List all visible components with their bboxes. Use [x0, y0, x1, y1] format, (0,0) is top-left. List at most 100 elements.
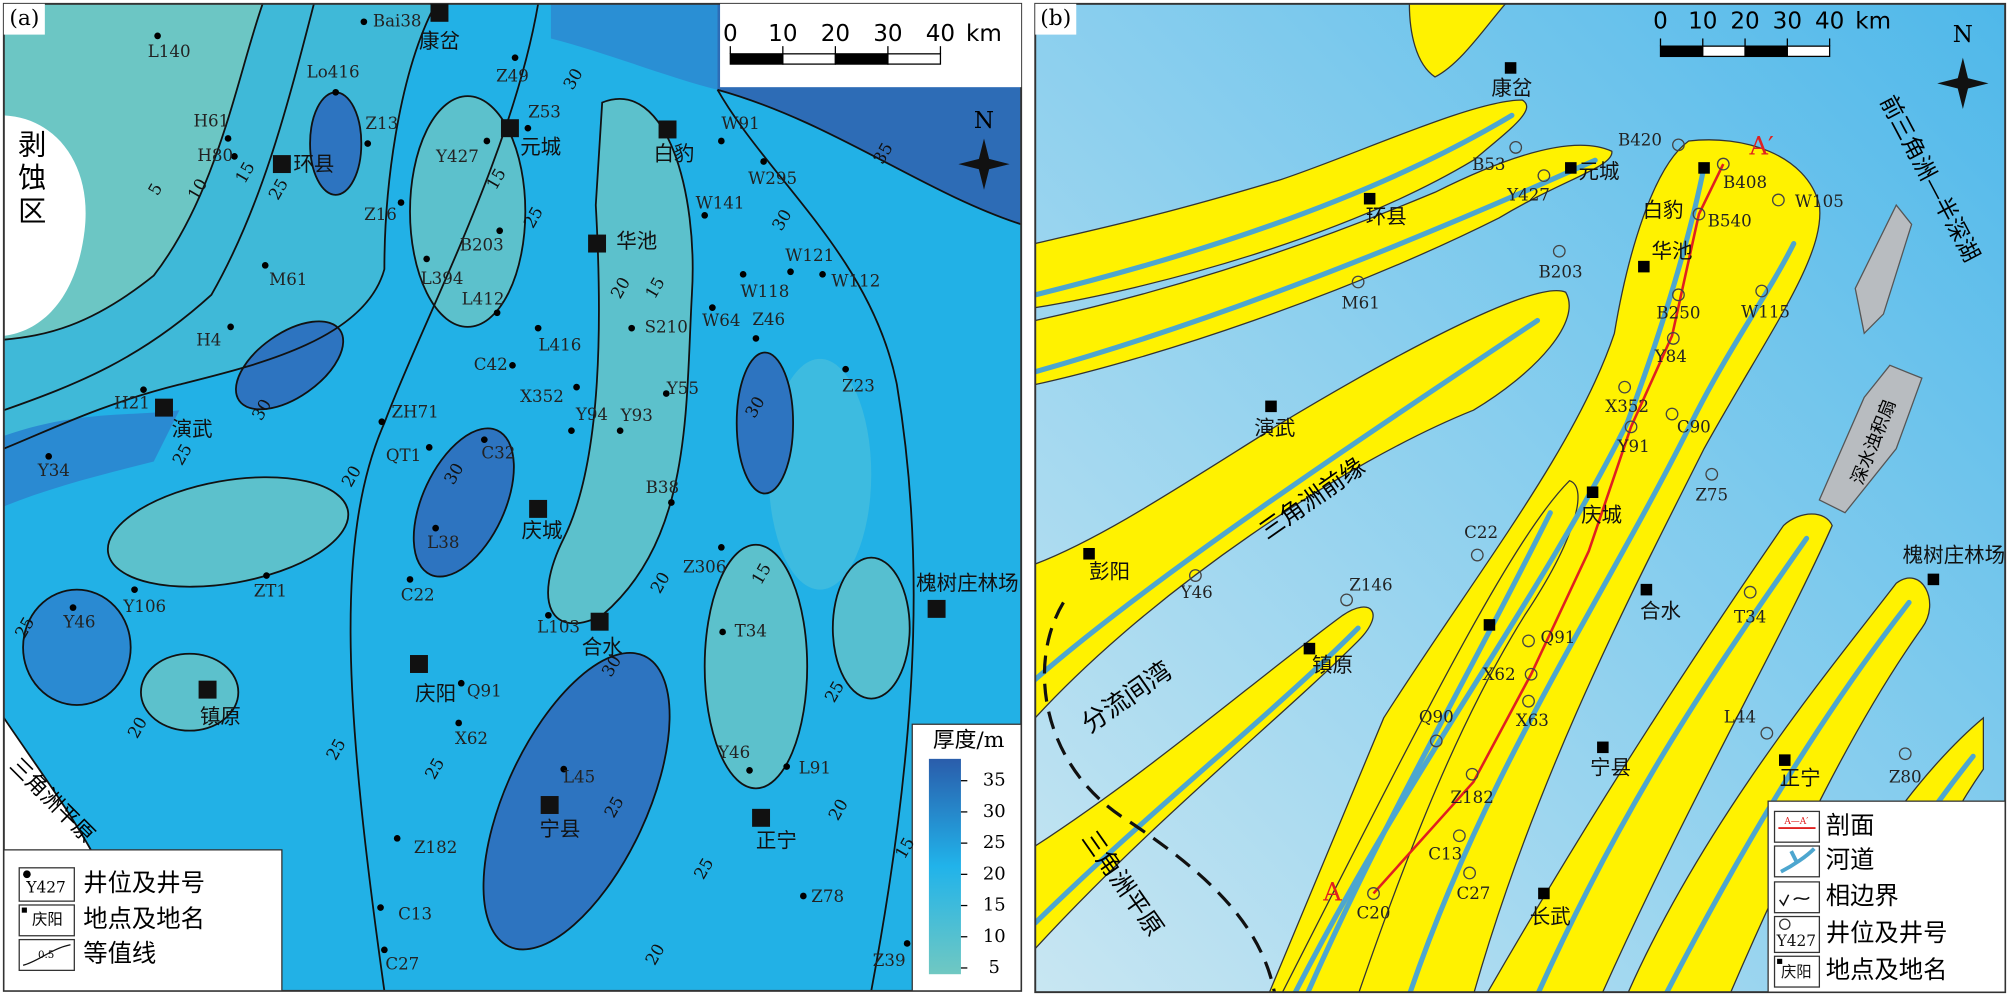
well-circle: [1618, 380, 1632, 394]
well-circle: [1692, 207, 1706, 221]
well-circle: [1463, 866, 1476, 880]
town-label: 康岔: [419, 29, 460, 53]
well-dot: [381, 946, 388, 954]
scale-label: 30: [1773, 8, 1802, 34]
well-label: Z46: [752, 310, 785, 329]
well-dot: [364, 140, 372, 147]
north-arrow: [958, 157, 1010, 171]
well-label: ZT1: [254, 582, 287, 601]
town-square: [1483, 619, 1496, 631]
well-label: C22: [401, 586, 435, 605]
well-dot: [360, 18, 368, 26]
scale-segment: [1702, 45, 1746, 58]
well-circle: [1665, 407, 1679, 421]
well-label: M61: [1342, 293, 1380, 312]
well-dot: [263, 572, 270, 579]
well-label: Bai38: [373, 11, 422, 30]
well-label: Z53: [528, 102, 561, 121]
well-label: T34: [1734, 607, 1766, 626]
town-square: [410, 655, 428, 673]
well-label: L412: [462, 289, 505, 308]
well-dot: [231, 153, 238, 160]
well-dot: [425, 444, 433, 451]
well-dot: [662, 390, 670, 397]
well-label: S210: [645, 318, 688, 337]
thickness-map: [310, 92, 362, 195]
well-dot: [560, 765, 568, 773]
facies-map: [1035, 99, 1528, 309]
well-label: Z80: [1889, 768, 1922, 787]
well-circle: [1522, 634, 1535, 648]
well-dot: [545, 611, 552, 619]
legend-label: 地点及地名: [83, 904, 205, 933]
town-label: 环县: [293, 152, 334, 176]
town-square: [1504, 62, 1517, 74]
contour-lines: [482, 652, 671, 951]
contour-lines: [547, 98, 694, 625]
well-label: H80: [197, 146, 233, 165]
town-label: 演武: [172, 417, 213, 441]
well-label: Y46: [62, 612, 95, 631]
thickness-map: [3, 3, 1022, 991]
well-label: W141: [696, 193, 745, 212]
scale-segment: [782, 53, 837, 65]
well-dot: [480, 436, 488, 444]
town-label: 华池: [1652, 239, 1693, 263]
well-dot: [457, 679, 465, 687]
town-square: [1363, 192, 1376, 205]
thickness-map: [140, 653, 239, 731]
well-label: B540: [1708, 211, 1752, 230]
town-square: [1265, 400, 1277, 413]
well-label: Z13: [365, 114, 398, 133]
contour-lines: [717, 88, 1022, 226]
well-dot: [800, 892, 807, 900]
legend-label: 地点及地名: [1826, 955, 1948, 984]
well-label: C13: [398, 905, 432, 924]
town-square: [927, 599, 946, 618]
well-label: L416: [538, 336, 581, 355]
well-label: C42: [474, 355, 508, 374]
legend-label: 井位及井号: [83, 868, 205, 897]
well-dot: [628, 324, 635, 332]
well-label: W91: [721, 114, 759, 133]
well-dot: [524, 124, 532, 132]
well-dot: [261, 262, 269, 269]
legend-icons: [1773, 881, 1821, 914]
legend-icon-label: Y427: [1776, 932, 1816, 950]
well-circle: [1351, 275, 1365, 289]
well-label: Z146: [1349, 575, 1392, 594]
panel-frame: [1034, 2, 2007, 994]
legend-icon-label: 庆阳: [1781, 963, 1812, 981]
contour-lines: [735, 351, 794, 495]
well-label: Y427: [1506, 186, 1550, 205]
well-circle: [1760, 726, 1774, 740]
label-box: [3, 3, 45, 35]
well-label: L140: [148, 42, 191, 61]
town-label: 华池: [616, 229, 657, 253]
channels: [1035, 112, 1515, 298]
section-end: A: [1322, 877, 1342, 907]
well-dot: [224, 135, 232, 142]
well-label: Z16: [364, 205, 397, 224]
colorbar-label: 20: [983, 863, 1006, 884]
well-label: C22: [1464, 523, 1498, 542]
well-label: W112: [831, 272, 880, 291]
channels: [1407, 240, 1797, 993]
town-label: 白豹: [653, 142, 694, 166]
well-circle: [1522, 694, 1535, 708]
well-label: W64: [702, 311, 740, 330]
panel-frame: [2, 2, 1023, 992]
town-label: 长武: [1530, 904, 1571, 928]
well-dot: [483, 137, 491, 145]
colorbar-label: 25: [983, 832, 1006, 853]
well-label: B408: [1723, 173, 1767, 192]
well-label: C90: [1677, 418, 1711, 437]
town-label: 合水: [582, 635, 623, 659]
well-circle: [1429, 734, 1443, 748]
well-label: B53: [1472, 155, 1505, 174]
well-circle: [1755, 284, 1769, 298]
town-square: [272, 155, 291, 174]
well-dot: [377, 904, 384, 911]
well-label: Z78: [811, 887, 844, 906]
